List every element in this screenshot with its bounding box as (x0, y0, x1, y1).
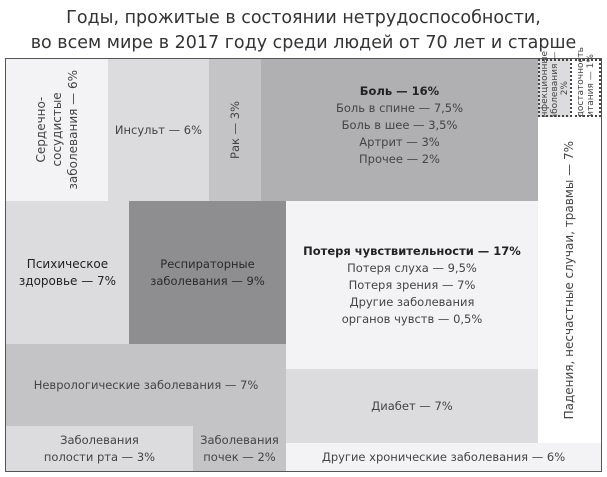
block-pain: Боль — 16% Боль в спине — 7,5% Боль в шее … (261, 59, 538, 201)
block-neuro: Неврологические заболевания — 7% (6, 344, 286, 426)
block-respiratory: Респираторные заболевания — 9% (129, 201, 286, 344)
block-falls: Падения, несчастные случаи, травмы — 7% (538, 117, 601, 443)
block-other-chronic: Другие хронические заболевания — 6% (286, 443, 601, 471)
block-mental: Психическое здоровье — 7% (6, 201, 129, 344)
block-cardio: Сердечно-сосудистые заболевания — 6% (6, 59, 108, 201)
block-sense-loss: Потеря чувствительности — 17% Потеря слух… (286, 201, 538, 369)
block-infectious: Инфекционные заболевания — 2% (538, 51, 572, 125)
block-malnutrition: Недостаточность питания — 1% (570, 47, 601, 129)
treemap: Сердечно-сосудистые заболевания — 6% Инсу… (5, 47, 602, 472)
block-kidney: Заболевания почек — 2% (193, 426, 286, 471)
block-oral: Заболевания полости рта — 3% (6, 426, 193, 471)
block-stroke: Инсульт — 6% (108, 59, 209, 201)
chart-title: Годы, прожитые в состоянии нетрудоспособ… (30, 8, 577, 53)
block-cancer: Рак — 3% (209, 59, 261, 201)
block-diabetes: Диабет — 7% (286, 369, 538, 443)
